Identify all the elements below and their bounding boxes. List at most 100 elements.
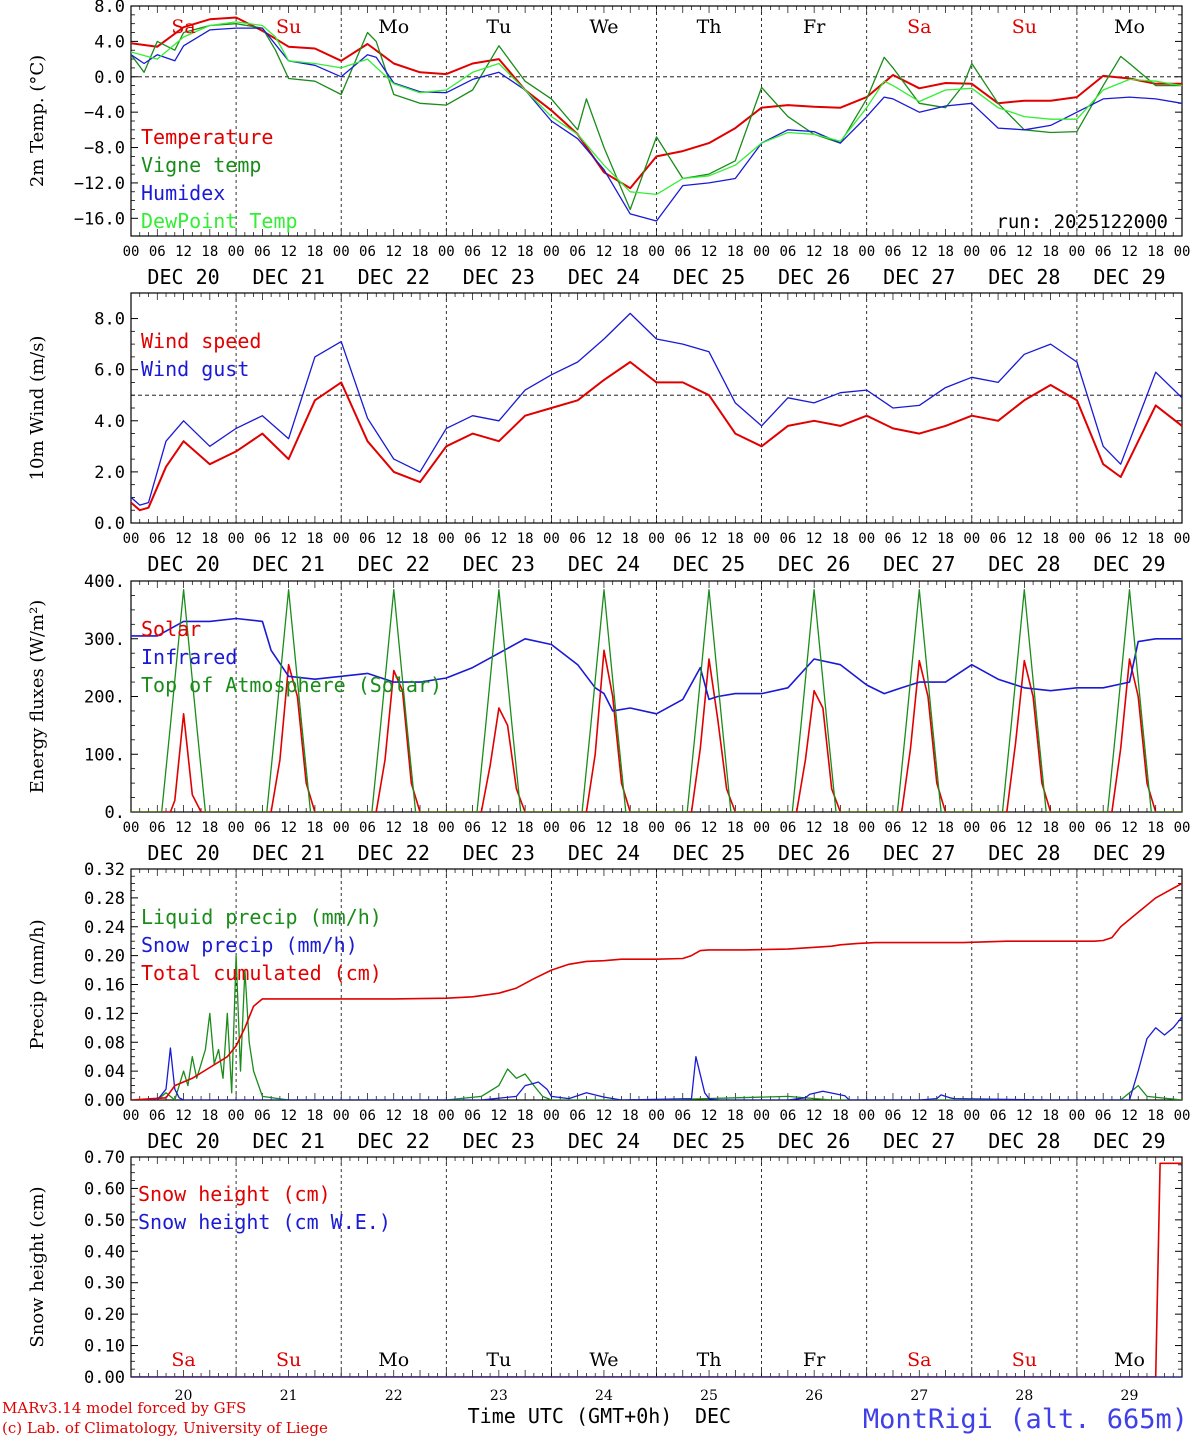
y-tick-label: 0.24 xyxy=(84,918,125,938)
hour-tick-label: 06 xyxy=(149,244,166,260)
hour-tick-label: 00 xyxy=(648,531,665,547)
hour-tick-label: 06 xyxy=(674,1108,691,1124)
y-tick-label: 0.00 xyxy=(84,1368,125,1388)
hour-tick-label: 12 xyxy=(175,1108,192,1124)
y-tick-label: 100. xyxy=(84,745,125,765)
hour-tick-label: 12 xyxy=(1016,820,1033,836)
hour-tick-label: 18 xyxy=(832,244,849,260)
hour-tick-label: 12 xyxy=(596,531,613,547)
day-number-label: 20 xyxy=(175,1388,193,1404)
hour-tick-label: 12 xyxy=(1121,820,1138,836)
hour-tick-label: 00 xyxy=(963,820,980,836)
hour-tick-label: 00 xyxy=(1068,820,1085,836)
y-tick-label: 6.0 xyxy=(94,361,125,381)
series-line-vigne-temp xyxy=(131,23,1182,211)
hour-tick-label: 18 xyxy=(1042,820,1059,836)
hour-tick-label: 18 xyxy=(1042,1108,1059,1124)
hour-tick-label: 00 xyxy=(648,1108,665,1124)
hour-tick-label: 06 xyxy=(569,244,586,260)
hour-tick-label: 18 xyxy=(306,244,323,260)
hour-tick-label: 06 xyxy=(359,531,376,547)
hour-tick-label: 06 xyxy=(885,820,902,836)
hour-tick-label: 12 xyxy=(385,244,402,260)
hour-tick-label: 18 xyxy=(306,531,323,547)
hour-tick-label: 12 xyxy=(175,531,192,547)
day-name-label: Su xyxy=(276,16,301,38)
date-label: DEC 28 xyxy=(988,1129,1060,1153)
day-name-label: Su xyxy=(1012,1349,1037,1371)
day-number-label: 26 xyxy=(805,1388,823,1404)
hour-tick-label: 18 xyxy=(727,244,744,260)
hour-tick-label: 18 xyxy=(832,1108,849,1124)
date-label: DEC 29 xyxy=(1093,1129,1165,1153)
y-tick-label: 0.10 xyxy=(84,1337,125,1357)
hour-tick-label: 18 xyxy=(727,820,744,836)
y-tick-label: 0.0 xyxy=(94,514,125,534)
date-label: DEC 29 xyxy=(1093,552,1165,576)
day-name-label: Fr xyxy=(803,16,826,38)
date-label: DEC 24 xyxy=(568,552,640,576)
hour-tick-label: 18 xyxy=(412,531,429,547)
y-tick-label: 0.20 xyxy=(84,1305,125,1325)
hour-tick-label: 12 xyxy=(911,1108,928,1124)
hour-tick-label: 06 xyxy=(885,1108,902,1124)
hour-tick-label: 18 xyxy=(201,1108,218,1124)
series-line-wind-speed xyxy=(131,361,1182,512)
y-tick-label: 0.08 xyxy=(84,1033,125,1053)
day-name-label: Su xyxy=(276,1349,301,1371)
date-label: DEC 20 xyxy=(147,552,219,576)
y-tick-label: 4.0 xyxy=(94,32,125,52)
date-label: DEC 24 xyxy=(568,1129,640,1153)
y-tick-label: 0.12 xyxy=(84,1004,125,1024)
hour-tick-label: 18 xyxy=(517,531,534,547)
date-label: DEC 29 xyxy=(1093,841,1165,865)
hour-tick-label: 00 xyxy=(1174,244,1191,260)
day-name-label: Tu xyxy=(486,16,511,38)
hour-tick-label: 12 xyxy=(911,531,928,547)
hour-tick-label: 18 xyxy=(517,244,534,260)
hour-tick-label: 12 xyxy=(806,244,823,260)
series-line-total-cumulated-cm- xyxy=(131,882,1182,1100)
legend-entry: Liquid precip (mm/h) xyxy=(141,905,382,929)
hour-tick-label: 18 xyxy=(1147,1108,1164,1124)
day-name-label: We xyxy=(589,1349,618,1371)
hour-tick-label: 18 xyxy=(622,1108,639,1124)
hour-tick-label: 18 xyxy=(1147,820,1164,836)
hour-tick-label: 18 xyxy=(937,820,954,836)
day-name-label: We xyxy=(589,16,618,38)
hour-tick-label: 00 xyxy=(228,820,245,836)
hour-tick-label: 00 xyxy=(1068,1108,1085,1124)
hour-tick-label: 18 xyxy=(517,1108,534,1124)
hour-tick-label: 00 xyxy=(648,820,665,836)
date-label: DEC 29 xyxy=(1093,265,1165,289)
hour-tick-label: 18 xyxy=(832,531,849,547)
date-label: DEC 21 xyxy=(253,552,325,576)
hour-tick-label: 12 xyxy=(701,1108,718,1124)
hour-tick-label: 06 xyxy=(990,1108,1007,1124)
hour-tick-label: 18 xyxy=(201,820,218,836)
hour-tick-label: 06 xyxy=(254,244,271,260)
y-tick-label: −4.0 xyxy=(84,103,125,123)
hour-tick-label: 18 xyxy=(727,531,744,547)
y-tick-label: 2.0 xyxy=(94,463,125,483)
y-tick-label: 0.28 xyxy=(84,889,125,909)
hour-tick-label: 00 xyxy=(858,1108,875,1124)
y-tick-label: 300. xyxy=(84,630,125,650)
panel-1: 8.0 4.0 0.0 −4.0 −8.0 −12.0 −16.0 2m Temp. (°C)… xyxy=(27,0,1190,289)
y-tick-label: 4.0 xyxy=(94,412,125,432)
date-label: DEC 26 xyxy=(778,552,850,576)
hour-tick-label: 00 xyxy=(543,820,560,836)
day-name-label: Sa xyxy=(171,1349,195,1371)
date-label: DEC 23 xyxy=(463,1129,535,1153)
y-axis-label: Snow height (cm) xyxy=(27,1186,48,1347)
hour-tick-label: 18 xyxy=(727,1108,744,1124)
hour-tick-label: 06 xyxy=(779,820,796,836)
hour-tick-label: 06 xyxy=(254,1108,271,1124)
series-line-dewpoint-temp xyxy=(131,21,1182,196)
hour-tick-label: 00 xyxy=(228,1108,245,1124)
y-tick-label: 0.30 xyxy=(84,1274,125,1294)
legend-entry: DewPoint Temp xyxy=(141,209,298,233)
legend-entry: Snow precip (mm/h) xyxy=(141,933,358,957)
hour-tick-label: 06 xyxy=(779,1108,796,1124)
